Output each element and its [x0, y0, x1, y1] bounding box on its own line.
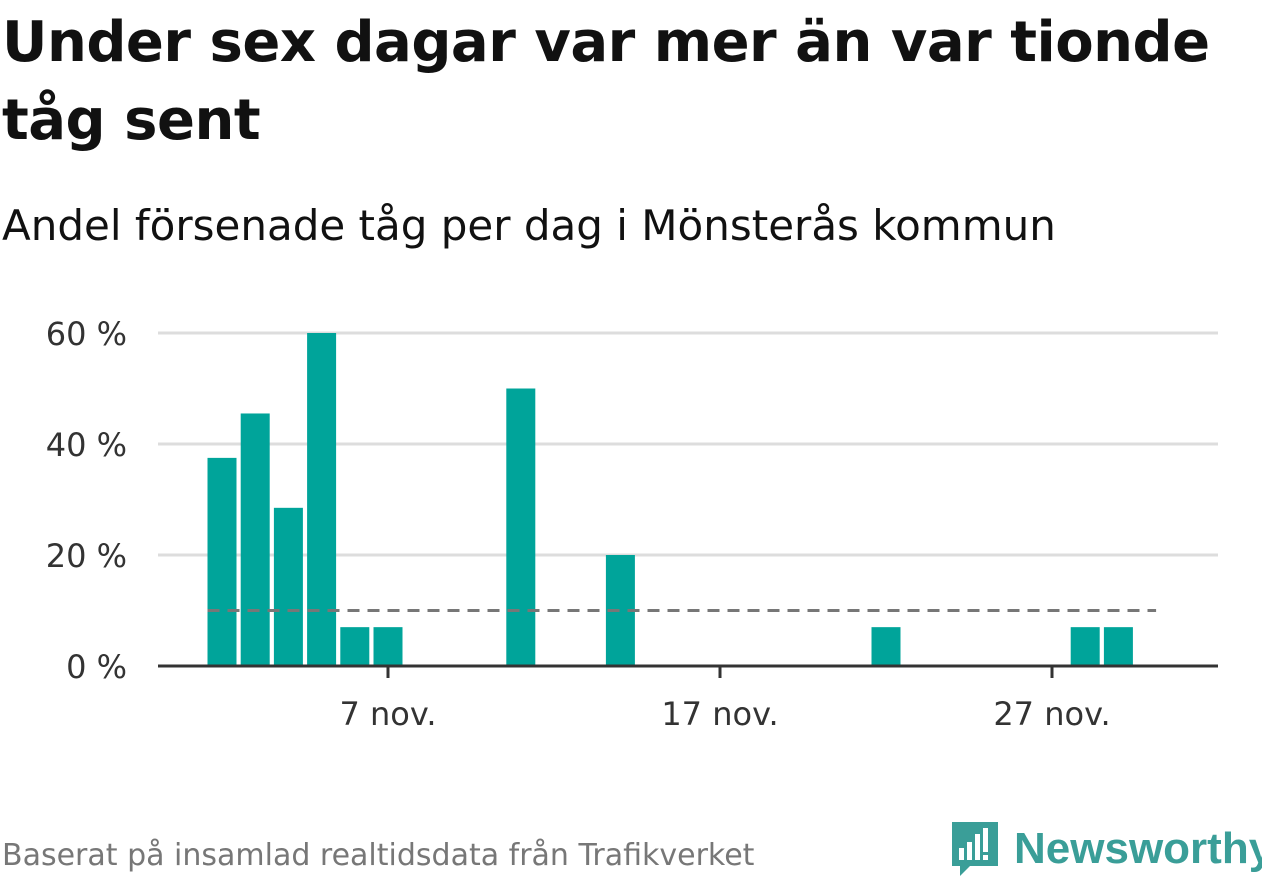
bar	[871, 627, 901, 666]
bar	[506, 388, 536, 666]
y-tick-label: 40 %	[46, 426, 127, 464]
source-note: Baserat på insamlad realtidsdata från Tr…	[2, 838, 755, 873]
bar	[207, 457, 237, 666]
chart-subtitle: Andel försenade tåg per dag i Mönsterås …	[2, 201, 1056, 250]
bar-chart: 0 % 20 % 40 % 60 % 7 nov. 17 nov. 27 nov.	[46, 315, 1218, 733]
bar	[240, 413, 270, 666]
bar	[373, 627, 403, 666]
axes: 0 % 20 % 40 % 60 % 7 nov. 17 nov. 27 nov.	[46, 315, 1218, 733]
x-tick-label: 27 nov.	[993, 695, 1110, 733]
brand-logo: Newsworthy	[950, 820, 1262, 878]
chart-title: Under sex dagar var mer än var tionde tå…	[2, 10, 1210, 153]
bar	[1070, 627, 1100, 666]
y-tick-label: 20 %	[46, 537, 127, 575]
brand-name: Newsworthy	[1014, 824, 1262, 873]
bar	[340, 627, 370, 666]
bar	[307, 333, 337, 666]
newsworthy-logo-icon	[952, 822, 998, 876]
bars	[207, 333, 1133, 666]
y-tick-label: 60 %	[46, 315, 127, 353]
y-tick-label: 0 %	[66, 648, 127, 686]
bar	[273, 507, 303, 666]
x-tick-label: 17 nov.	[661, 695, 778, 733]
x-tick-label: 7 nov.	[339, 695, 436, 733]
bar	[1103, 627, 1133, 666]
